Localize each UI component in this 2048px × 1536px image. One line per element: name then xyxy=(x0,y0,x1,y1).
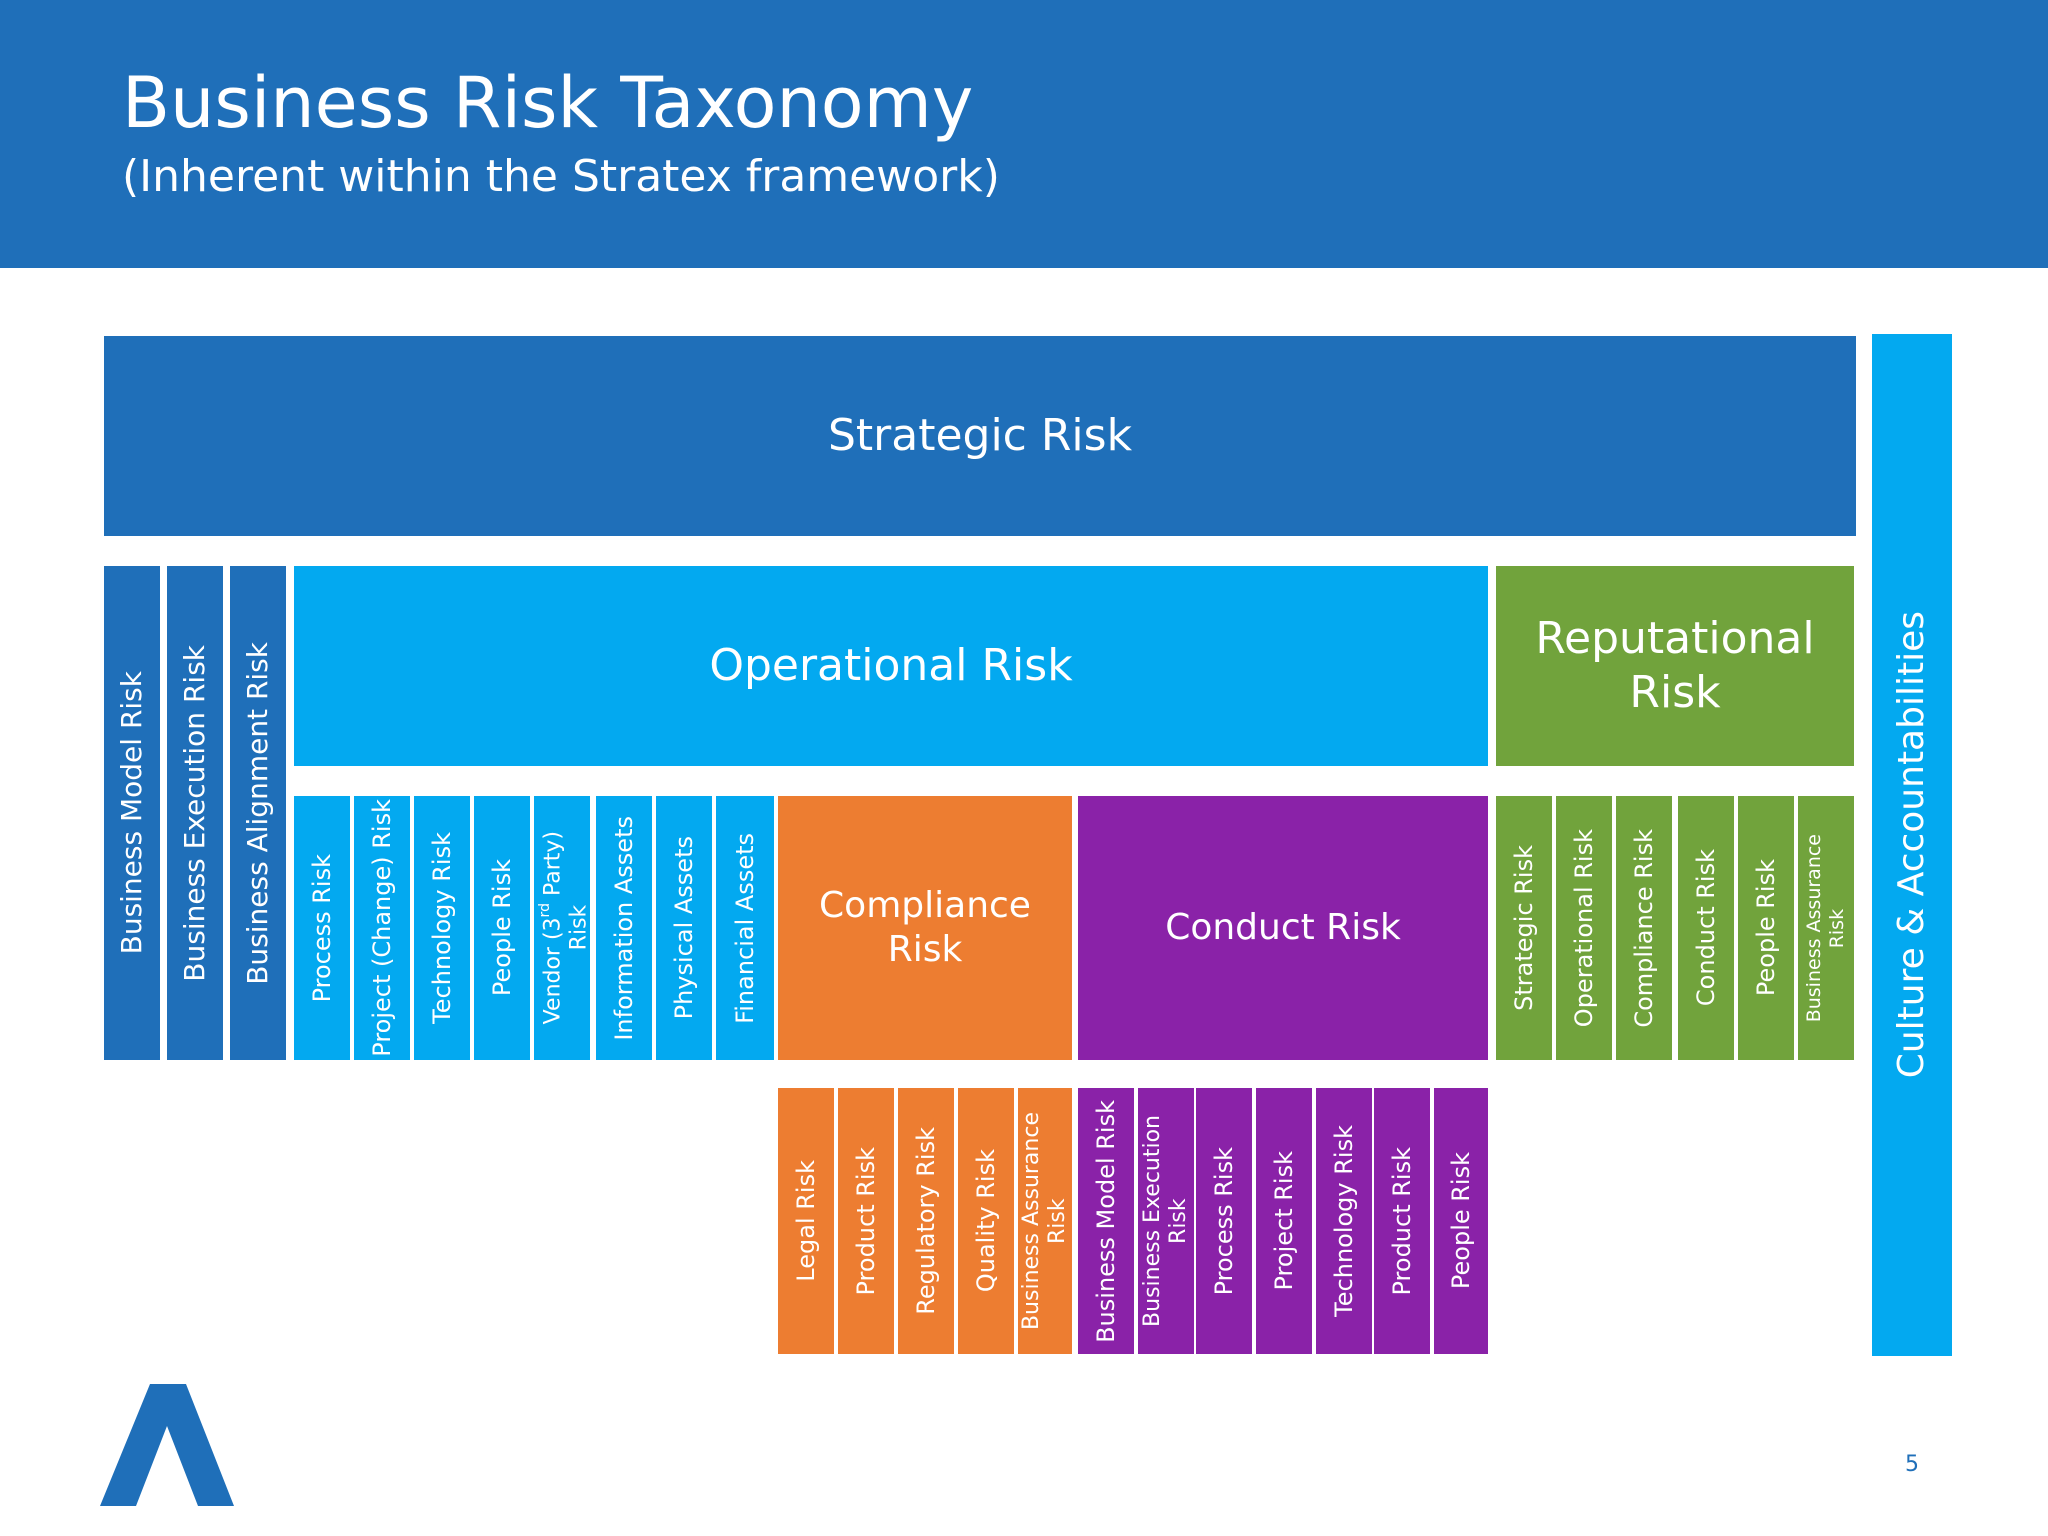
conduct-sub-label: Process Risk xyxy=(1210,1146,1238,1296)
operational-sub-project-change: Project (Change) Risk xyxy=(354,796,410,1060)
compliance-risk-label: Compliance Risk xyxy=(819,885,1031,970)
conduct-sub-label: Project Risk xyxy=(1270,1151,1298,1291)
assurance-label-line2: Risk xyxy=(1826,908,1848,948)
reputational-sub-label: Conduct Risk xyxy=(1692,849,1720,1007)
operational-sub-physical-assets: Physical Assets xyxy=(656,796,712,1060)
culture-accountabilities-label: Culture & Accountabilities xyxy=(1891,611,1932,1079)
page-title: Business Risk Taxonomy xyxy=(122,62,974,144)
compliance-sub-assurance-label: Business Assurance Risk xyxy=(1019,1112,1071,1330)
conduct-sub-project: Project Risk xyxy=(1256,1088,1312,1354)
page-number: 5 xyxy=(1905,1452,1919,1477)
operational-sub-label: Technology Risk xyxy=(428,832,456,1024)
operational-sub-label: Process Risk xyxy=(308,853,336,1003)
assurance-label-line1: Business Assurance xyxy=(1803,833,1825,1023)
reputational-sub-conduct: Conduct Risk xyxy=(1678,796,1734,1060)
conduct-sub-people: People Risk xyxy=(1434,1088,1488,1354)
compliance-risk-box: Compliance Risk xyxy=(778,796,1072,1060)
reputational-sub-compliance: Compliance Risk xyxy=(1616,796,1672,1060)
operational-sub-label: Information Assets xyxy=(610,815,638,1041)
operational-sub-label: People Risk xyxy=(488,859,516,997)
operational-sub-financial-assets: Financial Assets xyxy=(716,796,774,1060)
assurance-label-line2: Risk xyxy=(1045,1198,1070,1244)
conduct-risk-label: Conduct Risk xyxy=(1165,907,1401,948)
operational-sub-label: Financial Assets xyxy=(731,832,759,1024)
conduct-sub-execution-label: Business Execution Risk xyxy=(1140,1115,1192,1327)
operational-risk-box: Operational Risk xyxy=(294,566,1488,766)
culture-accountabilities-box: Culture & Accountabilities xyxy=(1872,334,1952,1356)
strategic-sub-label: Business Execution Risk xyxy=(178,644,211,982)
reputational-sub-label: Operational Risk xyxy=(1570,828,1598,1028)
operational-sub-information-assets: Information Assets xyxy=(596,796,652,1060)
conduct-sub-technology: Technology Risk xyxy=(1316,1088,1372,1354)
operational-risk-label: Operational Risk xyxy=(709,640,1073,691)
conduct-sub-business-execution: Business Execution Risk xyxy=(1138,1088,1194,1354)
compliance-sub-regulatory: Regulatory Risk xyxy=(898,1088,954,1354)
operational-sub-people: People Risk xyxy=(474,796,530,1060)
execution-label-line2: Risk xyxy=(1166,1198,1191,1244)
compliance-sub-label: Product Risk xyxy=(852,1146,880,1296)
reputational-sub-assurance-label: Business Assurance Risk xyxy=(1803,834,1849,1022)
conduct-risk-box: Conduct Risk xyxy=(1078,796,1488,1060)
operational-sub-process: Process Risk xyxy=(294,796,350,1060)
reputational-risk-box: Reputational Risk xyxy=(1496,566,1854,766)
compliance-sub-quality: Quality Risk xyxy=(958,1088,1014,1354)
operational-sub-vendor: Vendor (3rd Party) Risk xyxy=(532,796,592,1060)
conduct-sub-label: Technology Risk xyxy=(1330,1125,1358,1317)
operational-sub-technology: Technology Risk xyxy=(414,796,470,1060)
compliance-sub-label: Quality Risk xyxy=(972,1149,1000,1293)
header-bar xyxy=(0,0,2048,268)
reputational-risk-label-line1: Reputational xyxy=(1535,613,1815,664)
company-logo-icon xyxy=(100,1384,234,1506)
reputational-sub-strategic: Strategic Risk xyxy=(1496,796,1552,1060)
compliance-sub-business-assurance: Business Assurance Risk xyxy=(1018,1088,1072,1354)
execution-label-line1: Business Execution xyxy=(1140,1115,1165,1327)
strategic-sub-label: Business Alignment Risk xyxy=(241,641,274,985)
conduct-sub-product: Product Risk xyxy=(1374,1088,1430,1354)
compliance-sub-legal: Legal Risk xyxy=(778,1088,834,1354)
reputational-sub-operational: Operational Risk xyxy=(1556,796,1612,1060)
reputational-sub-people: People Risk xyxy=(1738,796,1794,1060)
conduct-sub-label: Product Risk xyxy=(1388,1146,1416,1296)
conduct-sub-business-model: Business Model Risk xyxy=(1078,1088,1134,1354)
conduct-sub-process: Process Risk xyxy=(1196,1088,1252,1354)
strategic-risk-label: Strategic Risk xyxy=(827,410,1133,461)
page-subtitle: (Inherent within the Stratex framework) xyxy=(122,151,1000,202)
reputational-sub-business-assurance: Business Assurance Risk xyxy=(1798,796,1854,1060)
operational-sub-label: Project (Change) Risk xyxy=(368,799,396,1057)
conduct-sub-label: People Risk xyxy=(1447,1152,1475,1290)
strategic-sub-business-alignment: Business Alignment Risk xyxy=(230,566,286,1060)
strategic-sub-label: Business Model Risk xyxy=(115,671,148,955)
strategic-sub-business-model: Business Model Risk xyxy=(104,566,160,1060)
assurance-label-line1: Business Assurance xyxy=(1019,1111,1044,1331)
compliance-sub-label: Regulatory Risk xyxy=(912,1127,940,1315)
vendor-label-line1: Vendor (3rd Party) xyxy=(536,831,566,1025)
operational-sub-label: Physical Assets xyxy=(670,836,698,1020)
reputational-risk-label-line2: Risk xyxy=(1629,667,1721,718)
reputational-sub-label: Compliance Risk xyxy=(1630,828,1658,1028)
strategic-sub-business-execution: Business Execution Risk xyxy=(167,566,223,1060)
reputational-sub-label: People Risk xyxy=(1752,859,1780,997)
conduct-sub-label: Business Model Risk xyxy=(1092,1099,1120,1343)
strategic-risk-box: Strategic Risk xyxy=(104,336,1856,536)
compliance-sub-label: Legal Risk xyxy=(792,1160,820,1282)
reputational-sub-label: Strategic Risk xyxy=(1510,845,1538,1011)
vendor-label-line2: Risk xyxy=(566,905,592,951)
operational-sub-vendor-label: Vendor (3rd Party) Risk xyxy=(532,831,592,1024)
compliance-sub-product: Product Risk xyxy=(838,1088,894,1354)
